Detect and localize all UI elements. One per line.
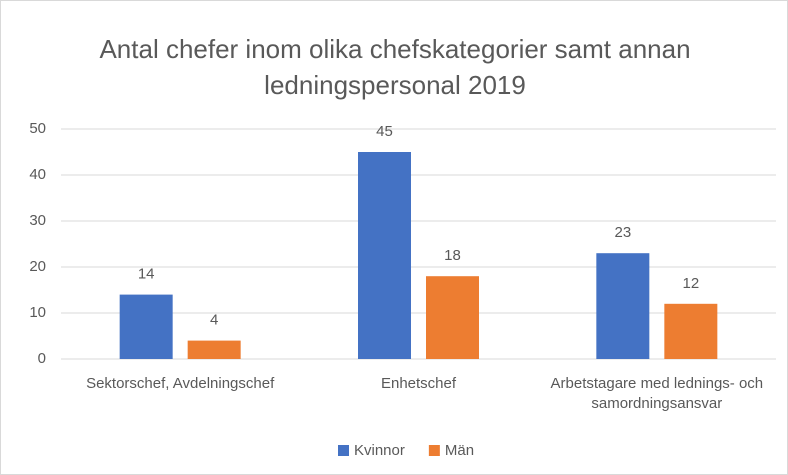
legend-swatch bbox=[338, 445, 349, 456]
y-tick-label: 50 bbox=[29, 120, 46, 137]
data-label: 4 bbox=[210, 312, 218, 329]
data-label: 23 bbox=[614, 224, 631, 241]
bar bbox=[187, 340, 241, 359]
y-tick-label: 40 bbox=[29, 166, 46, 183]
legend-label: Kvinnor bbox=[354, 442, 405, 459]
y-tick-label: 10 bbox=[29, 304, 46, 321]
y-tick-label: 30 bbox=[29, 212, 46, 229]
y-tick-label: 0 bbox=[38, 350, 46, 367]
legend-swatch bbox=[428, 445, 440, 456]
data-label: 45 bbox=[376, 123, 393, 140]
legend-label: Män bbox=[445, 442, 474, 459]
bar bbox=[358, 152, 411, 359]
x-tick-label: Arbetstagare med lednings- och samordnin… bbox=[550, 375, 764, 412]
data-label: 14 bbox=[138, 266, 155, 283]
data-label: 12 bbox=[682, 275, 699, 292]
x-tick-label: Sektorschef, Avdelningschef bbox=[86, 375, 275, 392]
bar bbox=[664, 303, 718, 359]
x-tick-label: Enhetschef bbox=[380, 375, 457, 392]
bar bbox=[596, 253, 650, 359]
chart-title: Antal chefer inom olika chefskategorier … bbox=[99, 34, 691, 100]
y-tick-label: 20 bbox=[29, 258, 46, 275]
data-label: 18 bbox=[444, 247, 461, 264]
bar bbox=[426, 276, 479, 359]
bar bbox=[119, 294, 173, 359]
